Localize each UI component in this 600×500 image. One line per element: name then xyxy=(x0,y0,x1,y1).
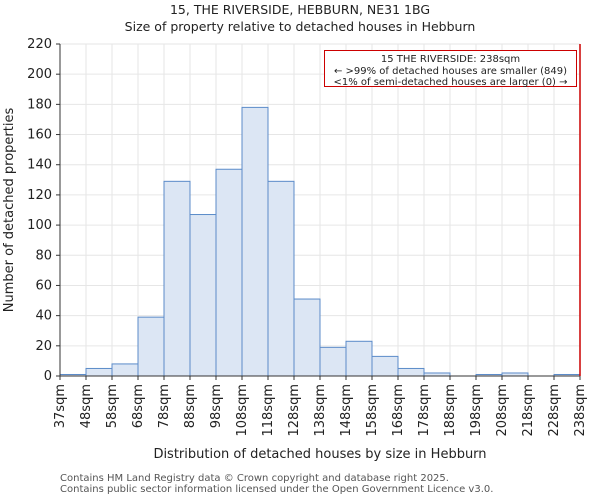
y-tick-label: 120 xyxy=(27,188,52,203)
histogram-bar xyxy=(241,106,269,377)
x-tick-label: 138sqm xyxy=(313,384,328,437)
x-tick-label: 118sqm xyxy=(261,384,276,437)
x-tick-label: 238sqm xyxy=(573,384,588,437)
x-axis-label: Distribution of detached houses by size … xyxy=(153,447,486,462)
annotation-line-1: 15 THE RIVERSIDE: 238sqm xyxy=(380,54,521,65)
annotation-line-3: <1% of semi-detached houses are larger (… xyxy=(333,77,568,88)
y-tick-label: 160 xyxy=(27,128,52,143)
footer-copyright: Contains HM Land Registry data © Crown c… xyxy=(60,473,449,484)
histogram-bar xyxy=(345,340,373,377)
x-tick-label: 158sqm xyxy=(365,384,380,437)
y-tick-label: 40 xyxy=(35,309,52,324)
histogram-bar xyxy=(85,367,113,377)
x-tick-label: 128sqm xyxy=(287,384,302,437)
histogram-bar xyxy=(267,180,295,377)
histogram-bar xyxy=(371,355,399,377)
histogram-bar xyxy=(189,214,217,377)
x-tick-label: 98sqm xyxy=(209,384,224,428)
x-tick-label: 218sqm xyxy=(521,384,536,437)
histogram-bar xyxy=(319,346,347,377)
y-tick-label: 0 xyxy=(44,369,52,384)
x-tick-label: 48sqm xyxy=(79,384,94,428)
x-tick-label: 198sqm xyxy=(469,384,484,437)
y-tick-label: 200 xyxy=(27,67,52,82)
x-tick-label: 178sqm xyxy=(417,384,432,437)
y-tick-label: 60 xyxy=(35,278,52,293)
chart-title: 15, THE RIVERSIDE, HEBBURN, NE31 1BG xyxy=(169,2,431,17)
chart-subtitle: Size of property relative to detached ho… xyxy=(124,19,476,34)
y-tick-label: 20 xyxy=(35,339,52,354)
y-tick-label: 180 xyxy=(27,97,52,112)
histogram-bar xyxy=(293,298,321,377)
y-tick-label: 100 xyxy=(27,218,52,233)
x-tick-label: 148sqm xyxy=(339,384,354,437)
property-annotation-box: 15 THE RIVERSIDE: 238sqm ← >99% of detac… xyxy=(324,50,577,88)
x-tick-label: 228sqm xyxy=(547,384,562,437)
x-tick-label: 78sqm xyxy=(157,384,172,428)
x-tick-label: 88sqm xyxy=(183,384,198,428)
footer-licence: Contains public sector information licen… xyxy=(60,484,494,495)
y-tick-label: 140 xyxy=(27,158,52,173)
x-tick-label: 68sqm xyxy=(131,384,146,428)
y-tick-label: 220 xyxy=(27,37,52,52)
x-tick-label: 108sqm xyxy=(235,384,250,437)
histogram-bar xyxy=(215,168,243,377)
histogram-bar xyxy=(111,363,139,377)
x-tick-label: 168sqm xyxy=(391,384,406,437)
histogram-chart: 0 20 40 60 80 100 120 140 160 180 200 220 37sqm 48sqm… xyxy=(2,37,588,462)
x-tick-label: 208sqm xyxy=(495,384,510,437)
histogram-bar xyxy=(163,180,191,377)
histogram-bar xyxy=(137,316,165,377)
y-axis-label: Number of detached properties xyxy=(2,108,17,313)
x-tick-label: 37sqm xyxy=(53,384,68,428)
annotation-line-2: ← >99% of detached houses are smaller (8… xyxy=(333,65,568,77)
histogram-bar xyxy=(397,367,425,377)
x-tick-label: 58sqm xyxy=(105,384,120,428)
x-tick-label: 188sqm xyxy=(443,384,458,437)
y-tick-label: 80 xyxy=(35,248,52,263)
